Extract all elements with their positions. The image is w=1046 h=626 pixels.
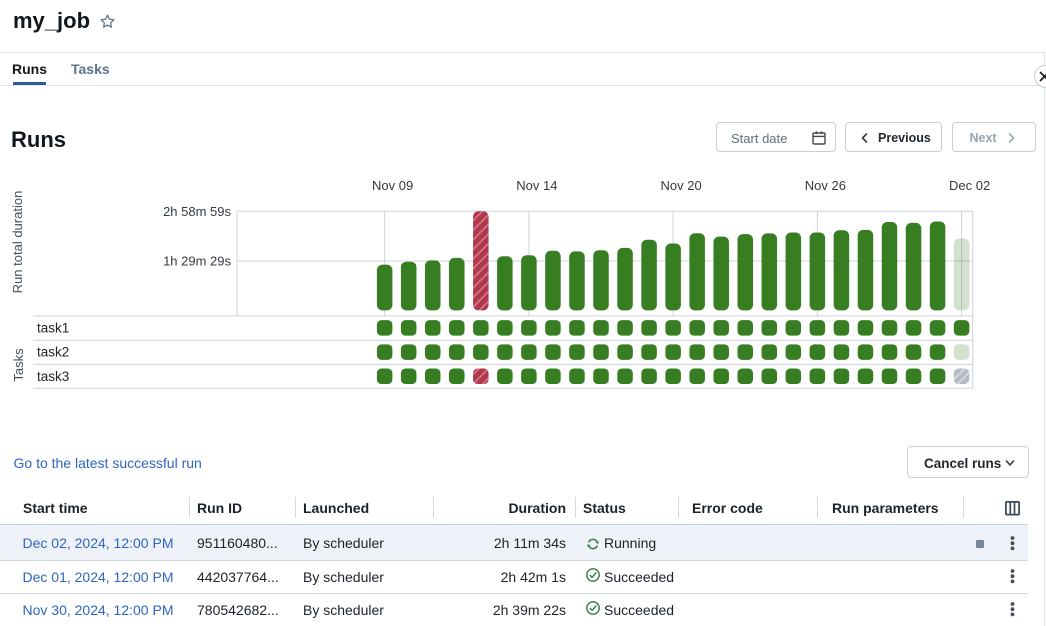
svg-text:1h 29m 29s: 1h 29m 29s	[163, 254, 231, 269]
svg-text:task3: task3	[37, 369, 69, 384]
svg-text:Tasks: Tasks	[11, 348, 26, 382]
svg-text:Dec 02: Dec 02	[949, 178, 990, 193]
svg-text:Nov 26: Nov 26	[805, 178, 846, 193]
svg-text:task2: task2	[37, 345, 69, 360]
svg-text:2h 58m 59s: 2h 58m 59s	[163, 204, 231, 219]
svg-text:Nov 14: Nov 14	[516, 178, 557, 193]
svg-text:task1: task1	[37, 320, 69, 335]
svg-text:Nov 20: Nov 20	[660, 178, 701, 193]
svg-text:Run total duration: Run total duration	[10, 191, 25, 294]
svg-text:Nov 09: Nov 09	[372, 178, 413, 193]
